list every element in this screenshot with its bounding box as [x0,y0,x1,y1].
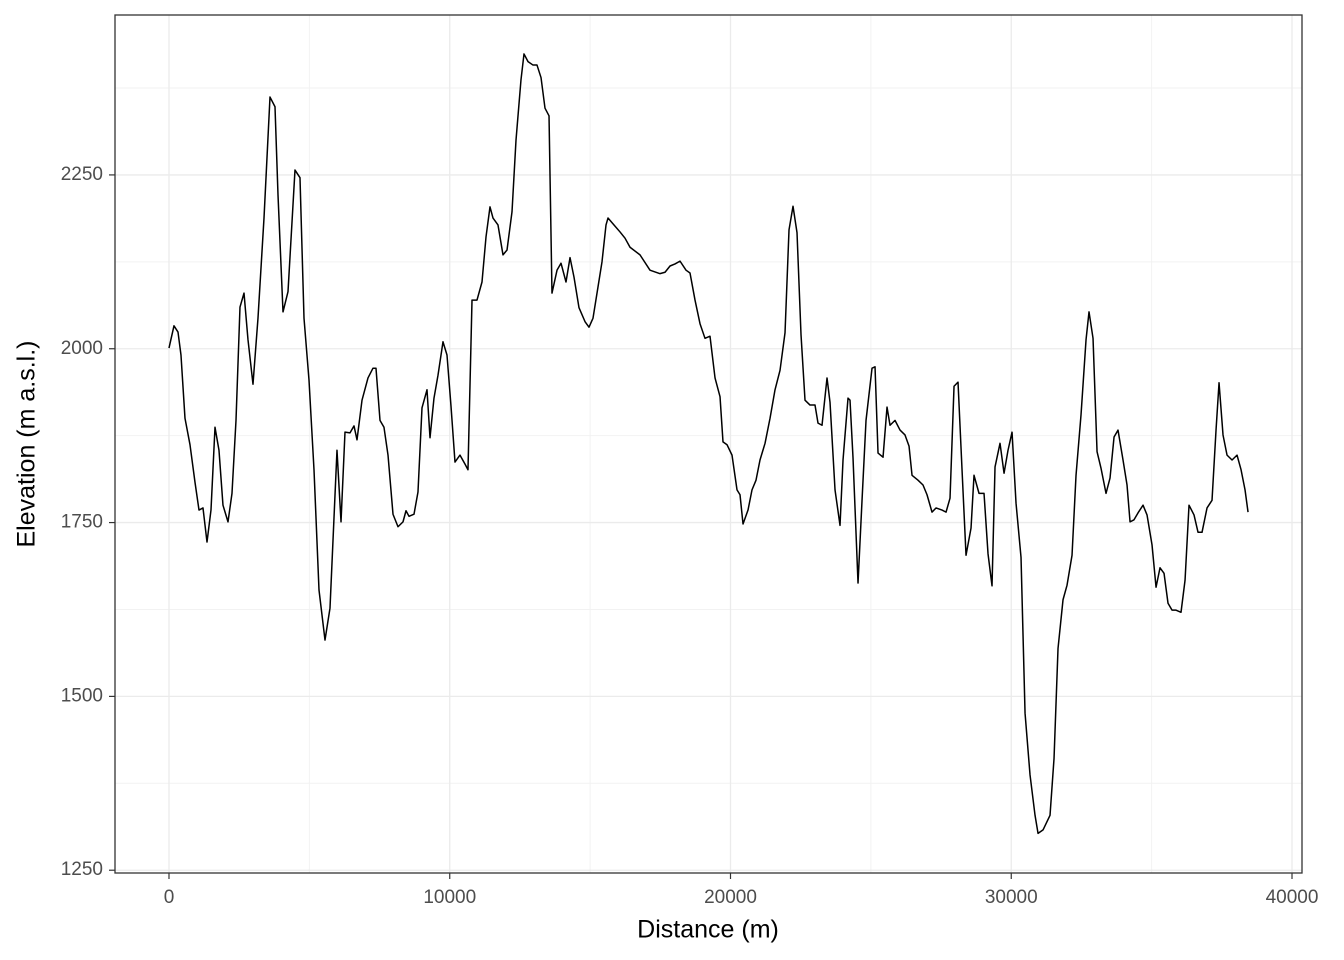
x-tick-label: 40000 [1266,887,1319,908]
y-tick-label: 1750 [61,512,103,533]
y-tick-label: 1250 [61,859,103,880]
x-axis-title: Distance (m) [637,916,779,944]
x-tick-label: 0 [164,887,175,908]
x-tick-label: 20000 [704,887,757,908]
y-tick-label: 2250 [61,164,103,185]
y-axis-title: Elevation (m a.s.l.) [13,340,41,547]
x-tick-label: 30000 [985,887,1038,908]
y-tick-label: 1500 [61,685,103,706]
panel-border [114,14,1303,874]
x-tick-label: 10000 [423,887,476,908]
y-tick-label: 2000 [61,338,103,359]
elevation-line [168,53,1249,835]
